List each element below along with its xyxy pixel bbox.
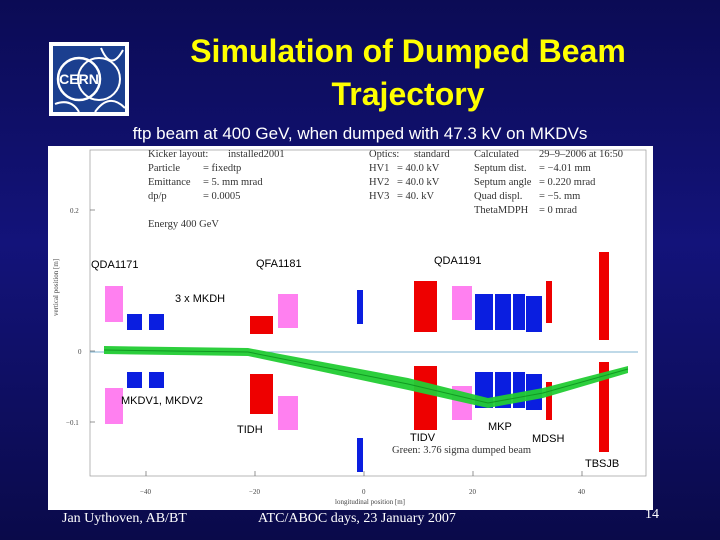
- mdsh-lower: [546, 382, 552, 420]
- hv2-label: HV2: [369, 177, 389, 188]
- optics-label: Optics:: [369, 149, 399, 160]
- footer-event: ATC/ABOC days, 23 January 2007: [258, 511, 456, 526]
- info-block-right: Calculated 29–9–2006 at 16:50 Septum dis…: [474, 149, 623, 216]
- calculated-label: Calculated: [474, 149, 520, 160]
- label-qda1171: QDA1171: [91, 259, 139, 271]
- info-block-left: Kicker layout: installed2001 Particle = …: [148, 149, 285, 230]
- mkdv-2-lower: [149, 372, 164, 388]
- theta-label: ThetaMDPH: [474, 205, 529, 216]
- ytick-0: 0: [78, 348, 82, 356]
- page-number: 14: [645, 507, 659, 522]
- energy-text: Energy 400 GeV: [148, 219, 219, 230]
- ytick-0-2: 0.2: [70, 207, 79, 215]
- slide-title: Simulation of Dumped Beam Trajectory: [140, 30, 676, 116]
- legend-green: Green: 3.76 sigma dumped beam: [392, 445, 531, 456]
- septum-dist-label: Septum dist.: [474, 163, 527, 174]
- label-mkdv: MKDV1, MKDV2: [121, 395, 203, 407]
- septum-angle-label: Septum angle: [474, 177, 532, 188]
- info-block-middle: Optics: standard HV1 = 40.0 kV HV2 = 40.…: [369, 149, 450, 202]
- label-mkp: MKP: [488, 421, 512, 433]
- kicker-layout-label: Kicker layout:: [148, 149, 208, 160]
- quad-displ-value: = −5. mm: [539, 191, 580, 202]
- mkdh-2-upper: [149, 314, 164, 330]
- hv3-value: = 40. kV: [397, 191, 435, 202]
- pink-element-lower: [278, 396, 298, 430]
- pink-element-upper: [278, 294, 298, 328]
- particle-value: = fixedtp: [203, 163, 241, 174]
- cern-logo: CERN: [49, 42, 129, 116]
- footer-author: Jan Uythoven, AB/BT: [62, 511, 187, 526]
- label-tidh: TIDH: [237, 424, 263, 436]
- beam-centre-line: [103, 349, 629, 404]
- slide-subtitle: ftp beam at 400 GeV, when dumped with 47…: [132, 124, 588, 143]
- label-qfa1181: QFA1181: [256, 258, 302, 270]
- hv2-value: = 40.0 kV: [397, 177, 440, 188]
- qda1171-lower: [105, 388, 123, 424]
- blue-element-lower: [357, 438, 363, 472]
- ytick-minus-0-1: −0.1: [66, 419, 79, 427]
- mdsh-upper: [546, 281, 552, 323]
- kicker-layout-value: installed2001: [228, 149, 285, 160]
- calculated-value: 29–9–2006 at 16:50: [539, 149, 623, 160]
- tidv-lower: [414, 366, 437, 430]
- emittance-value: = 5. mm mrad: [203, 177, 263, 188]
- hv3-label: HV3: [369, 191, 389, 202]
- xtick-minus-40: −40: [140, 488, 151, 496]
- qda1171-upper: [105, 286, 123, 322]
- title-line-2: Trajectory: [331, 76, 485, 112]
- title-line-1: Simulation of Dumped Beam: [190, 33, 626, 69]
- y-axis-label: vertical position [m]: [52, 259, 60, 316]
- mkdv-1-lower: [127, 372, 142, 388]
- theta-value: = 0 mrad: [539, 205, 578, 216]
- blue-element-upper: [357, 290, 363, 324]
- hv1-value: = 40.0 kV: [397, 163, 440, 174]
- xtick-minus-20: −20: [249, 488, 260, 496]
- emittance-label: Emittance: [148, 177, 191, 188]
- dpp-label: dp/p: [148, 191, 167, 202]
- hv1-label: HV1: [369, 163, 389, 174]
- x-axis-label: longitudinal position [m]: [335, 498, 405, 506]
- optics-value: standard: [414, 149, 450, 160]
- dpp-value: = 0.0005: [203, 191, 240, 202]
- label-tidv: TIDV: [410, 432, 436, 444]
- septum-dist-value: = −4.01 mm: [539, 163, 591, 174]
- mkp-block-1-upper: [475, 294, 493, 330]
- label-mdsh: MDSH: [532, 433, 564, 445]
- mkp-block-4-upper: [526, 296, 542, 332]
- trajectory-plot: 0.2 0 −0.1 vertical position [m] −40 −20…: [48, 146, 653, 510]
- qda1191-upper: [414, 281, 437, 332]
- label-mkdh: 3 x MKDH: [175, 293, 225, 305]
- label-tbsjb: TBSJB: [585, 458, 619, 470]
- qfa1181-upper: [250, 316, 273, 334]
- dumped-beam-envelope: [104, 346, 628, 408]
- tbsjb-lower: [599, 362, 609, 452]
- quad-displ-label: Quad displ.: [474, 191, 522, 202]
- xtick-0: 0: [362, 488, 366, 496]
- plot-background: [48, 146, 653, 510]
- xtick-20: 20: [469, 488, 477, 496]
- tbsjb-upper: [599, 252, 609, 340]
- particle-label: Particle: [148, 163, 180, 174]
- plot-frame: [89, 149, 647, 477]
- tidh-lower: [250, 374, 273, 414]
- pink-element-upper-2: [452, 286, 472, 320]
- septum-angle-value: = 0.220 mrad: [539, 177, 596, 188]
- logo-text: CERN: [59, 71, 99, 87]
- xtick-40: 40: [578, 488, 586, 496]
- mkp-block-2-upper: [495, 294, 511, 330]
- mkdh-1-upper: [127, 314, 142, 330]
- mkp-block-3-upper: [513, 294, 525, 330]
- label-qda1191: QDA1191: [434, 255, 482, 267]
